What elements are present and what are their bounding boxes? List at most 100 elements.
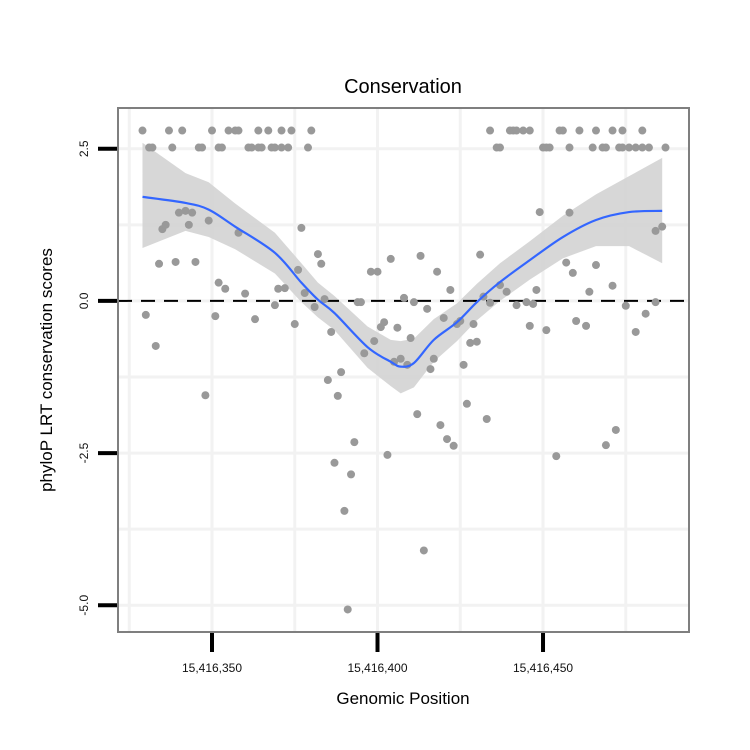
y-axis-title: phyloP LRT conservation scores	[37, 248, 56, 492]
data-point	[562, 258, 571, 267]
data-point	[178, 126, 187, 135]
data-point	[472, 337, 481, 346]
data-point	[409, 298, 418, 307]
data-point	[217, 143, 226, 152]
data-point	[558, 126, 567, 135]
data-point	[277, 126, 286, 135]
data-point	[287, 126, 296, 135]
data-point	[370, 337, 379, 346]
data-point	[270, 301, 279, 310]
data-point	[651, 226, 660, 235]
data-point	[323, 376, 332, 385]
data-point	[350, 438, 359, 447]
data-point	[264, 126, 273, 135]
data-point	[280, 284, 289, 293]
data-point	[525, 126, 534, 135]
data-point	[297, 223, 306, 232]
data-point	[621, 301, 630, 310]
data-point	[601, 143, 610, 152]
data-point	[148, 143, 157, 152]
data-point	[340, 506, 349, 515]
data-point	[181, 206, 190, 215]
data-point	[486, 126, 495, 135]
x-tick-label: 15,416,350	[182, 661, 242, 675]
data-point	[575, 126, 584, 135]
data-point	[502, 287, 511, 296]
confidence-band	[142, 142, 663, 394]
data-point	[429, 354, 438, 363]
data-point	[588, 143, 597, 152]
data-point	[330, 458, 339, 467]
data-point	[161, 220, 170, 229]
data-point	[284, 143, 293, 152]
data-point	[164, 126, 173, 135]
data-point	[406, 334, 415, 343]
data-point	[327, 327, 336, 336]
data-point	[304, 143, 313, 152]
data-point	[568, 268, 577, 277]
data-point	[191, 257, 200, 266]
data-point	[625, 143, 634, 152]
data-point	[277, 143, 286, 152]
data-point	[545, 143, 554, 152]
data-point	[631, 327, 640, 336]
data-point	[476, 250, 485, 259]
data-point	[413, 410, 422, 419]
data-point	[317, 259, 326, 268]
data-point	[343, 605, 352, 614]
data-point	[171, 257, 180, 266]
data-point	[386, 254, 395, 263]
data-point	[525, 321, 534, 330]
data-point	[512, 301, 521, 310]
data-point	[608, 126, 617, 135]
data-point	[542, 326, 551, 335]
data-point	[532, 285, 541, 294]
data-point	[436, 421, 445, 430]
data-point	[618, 126, 627, 135]
data-point	[393, 323, 402, 332]
data-point	[446, 285, 455, 294]
data-point	[333, 391, 342, 400]
data-point	[254, 126, 263, 135]
data-point	[519, 126, 528, 135]
data-point	[141, 310, 150, 319]
data-point	[383, 450, 392, 459]
data-point	[416, 251, 425, 260]
smooth-curve	[142, 195, 663, 368]
data-point	[214, 278, 223, 287]
data-point	[591, 261, 600, 270]
data-point	[224, 126, 233, 135]
data-point	[198, 143, 207, 152]
y-tick-label: 0.0	[77, 292, 91, 309]
x-tick-label: 15,416,400	[347, 661, 407, 675]
data-point	[241, 289, 250, 298]
data-point	[641, 309, 650, 318]
data-point	[360, 349, 369, 358]
data-point	[456, 317, 465, 326]
x-axis: 15,416,350 15,416,400 15,416,450	[182, 633, 573, 675]
data-point	[234, 126, 243, 135]
data-point	[611, 425, 620, 434]
data-point	[174, 208, 183, 217]
x-tick-label: 15,416,450	[513, 661, 573, 675]
data-point	[529, 299, 538, 308]
data-point	[188, 208, 197, 217]
data-point	[572, 317, 581, 326]
data-point	[439, 313, 448, 322]
data-point	[257, 143, 266, 152]
data-point	[204, 216, 213, 225]
data-point	[582, 321, 591, 330]
data-point	[307, 126, 316, 135]
data-point	[618, 143, 627, 152]
data-point	[270, 143, 279, 152]
data-point	[347, 470, 356, 479]
y-tick-label: -5.0	[77, 595, 91, 616]
data-point	[366, 267, 375, 276]
data-points	[138, 126, 670, 614]
y-tick-label: -2.5	[77, 442, 91, 463]
data-point	[552, 452, 561, 461]
data-point	[426, 365, 435, 374]
data-point	[482, 414, 491, 423]
data-point	[644, 143, 653, 152]
data-point	[399, 293, 408, 302]
